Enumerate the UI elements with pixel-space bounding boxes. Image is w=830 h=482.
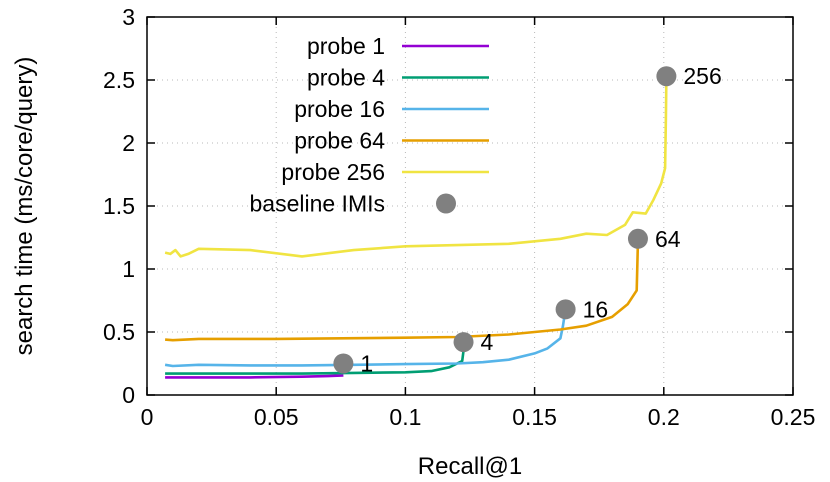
series-line-probe-4: [165, 341, 466, 375]
x-tick-label: 0: [141, 404, 154, 430]
series-line-probe-16: [164, 309, 567, 368]
baseline-point-label: 256: [683, 63, 721, 89]
x-tick-label: 0.1: [389, 404, 421, 430]
baseline-point: [333, 353, 354, 374]
y-tick-label: 2.5: [103, 67, 135, 93]
baseline-point-label: 1: [360, 351, 373, 377]
x-tick-label: 0.2: [648, 404, 680, 430]
legend: probe 1 probe 4 probe 16 probe 64 probe 256 b…: [249, 33, 489, 217]
y-tick-label: 3: [122, 4, 135, 30]
y-axis-label: search time (ms/core/query): [11, 57, 38, 356]
y-tick-label: 0: [122, 382, 135, 408]
baseline-point-label: 4: [481, 329, 494, 355]
x-axis-label: Recall@1: [418, 453, 522, 480]
legend-label: baseline IMIs: [249, 191, 385, 217]
legend-label: probe 4: [307, 65, 385, 91]
series-line-probe-1: [165, 374, 344, 379]
legend-point-swatch: [436, 193, 456, 214]
baseline-points: 1 4 16 64 256: [333, 63, 722, 377]
baseline-point: [555, 299, 576, 320]
y-tick-label: 2: [122, 130, 135, 156]
baseline-point: [656, 66, 677, 87]
baseline-point-label: 64: [655, 226, 681, 252]
series-line-probe-64: [164, 238, 640, 342]
baseline-point: [627, 228, 648, 249]
x-tick-label: 0.05: [254, 404, 299, 430]
series-lines: [164, 76, 668, 379]
legend-label: probe 1: [307, 33, 385, 59]
axis-ticks: 0 0.05 0.1 0.15 0.2 0.25 0 0.5 1 1.5 2 2.5 3: [103, 4, 815, 430]
y-tick-label: 1.5: [103, 193, 135, 219]
legend-label: probe 256: [281, 159, 385, 185]
x-tick-label: 0.25: [771, 404, 816, 430]
legend-label: probe 64: [294, 128, 385, 154]
series-line-probe-256: [164, 76, 668, 258]
baseline-point: [453, 332, 474, 353]
y-tick-label: 1: [122, 256, 135, 282]
legend-label: probe 16: [294, 96, 385, 122]
baseline-point-label: 16: [583, 296, 609, 322]
y-tick-label: 0.5: [103, 319, 135, 345]
x-tick-label: 0.15: [512, 404, 557, 430]
